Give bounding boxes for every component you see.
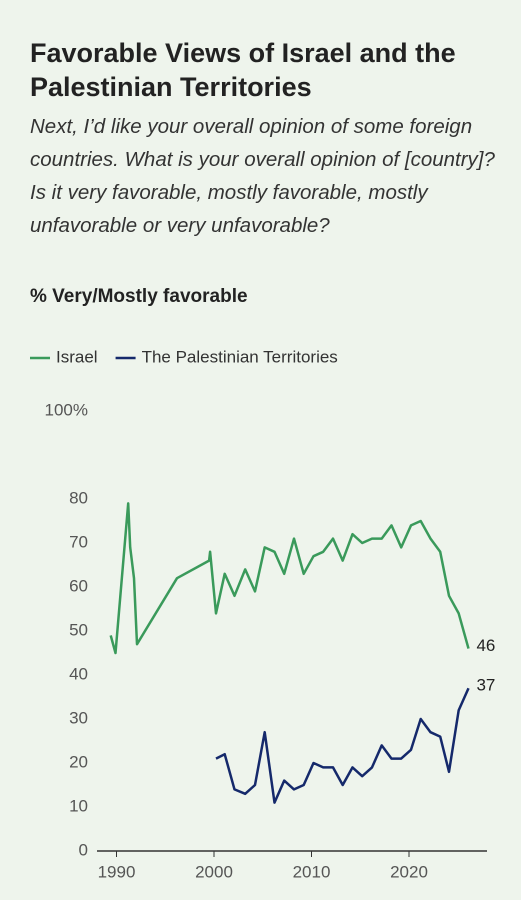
end-label: 46 bbox=[476, 636, 495, 655]
chart-title: Favorable Views of Israel and the Palest… bbox=[30, 38, 456, 102]
y-axis-label: % Very/Mostly favorable bbox=[30, 286, 248, 307]
x-tick-label: 2010 bbox=[293, 862, 331, 881]
series-line bbox=[215, 687, 470, 804]
y-tick-label: 30 bbox=[69, 708, 88, 727]
y-tick-label: 20 bbox=[69, 752, 88, 771]
y-tick-label: 10 bbox=[69, 796, 88, 815]
legend-label: The Palestinian Territories bbox=[142, 347, 338, 366]
series-line bbox=[109, 502, 470, 655]
x-tick-label: 2020 bbox=[390, 862, 428, 881]
y-tick-label: 100% bbox=[45, 400, 88, 419]
y-tick-label: 70 bbox=[69, 532, 88, 551]
y-tick-label: 50 bbox=[69, 620, 88, 639]
end-label: 37 bbox=[476, 676, 495, 695]
legend-label: Israel bbox=[56, 347, 98, 366]
y-tick-label: 40 bbox=[69, 664, 88, 683]
x-tick-label: 2000 bbox=[195, 862, 233, 881]
y-tick-label: 80 bbox=[69, 488, 88, 507]
x-tick-label: 1990 bbox=[98, 862, 136, 881]
y-tick-label: 0 bbox=[79, 840, 88, 859]
chart-subtitle: Next, I’d like your overall opinion of s… bbox=[30, 115, 495, 237]
y-tick-label: 60 bbox=[69, 576, 88, 595]
